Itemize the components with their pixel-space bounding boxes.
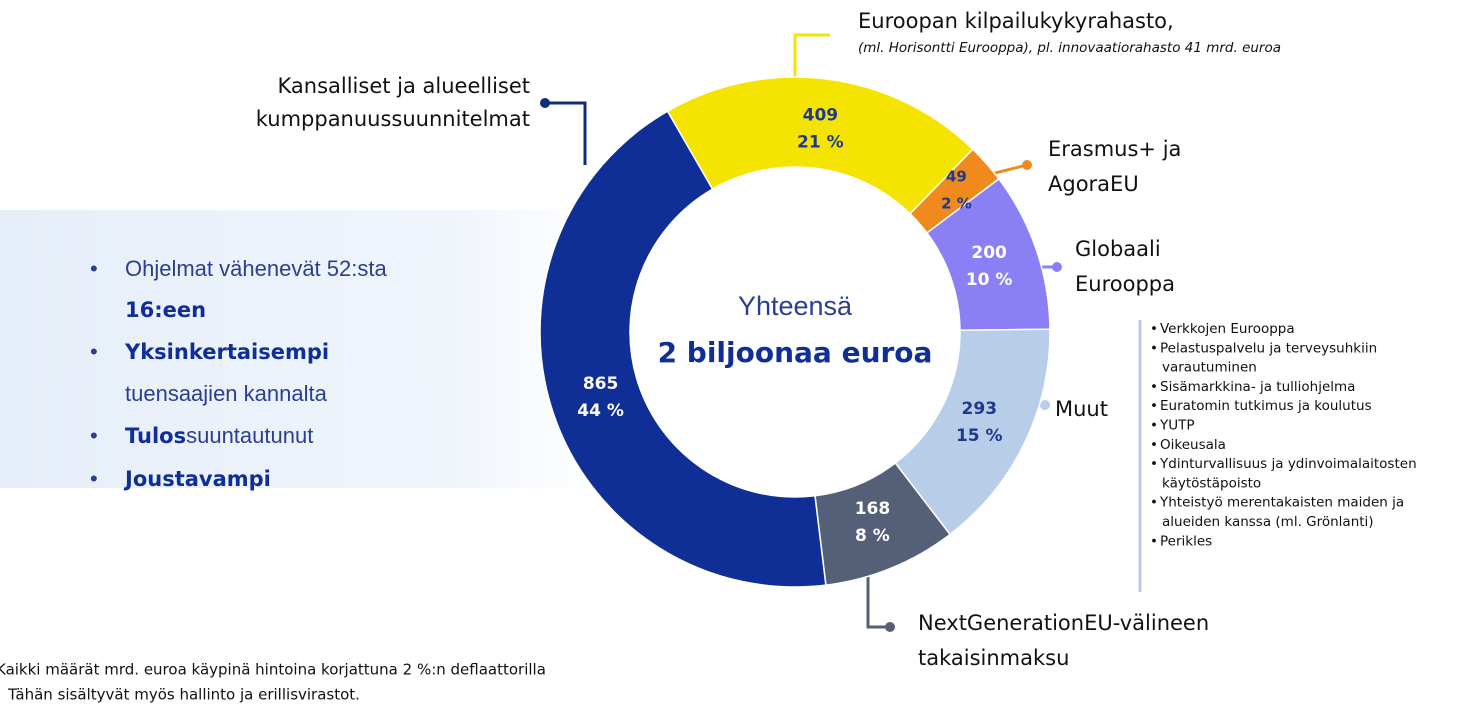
category-note: (ml. Horisontti Eurooppa), pl. innovaati… [858, 40, 1281, 56]
list-bullet: • [1150, 340, 1158, 356]
value-label: 409 [803, 106, 839, 126]
leader-line [545, 101, 587, 165]
donut-segment [539, 110, 827, 588]
value-label: 293 [962, 399, 998, 419]
category-label: Erasmus+ ja [1048, 137, 1181, 161]
list-item: YUTP [1159, 418, 1195, 434]
list-item: Oikeusala [1160, 437, 1226, 453]
leader-dot [1040, 400, 1050, 410]
bullet: • [90, 339, 98, 364]
category-label: Euroopan kilpailukykyrahasto, [858, 9, 1174, 33]
bullet-list: • Ohjelmat vähenevät 52:sta 16:een • Yksinke… [90, 256, 387, 491]
bullet-text: Yksinkertaisempi [124, 340, 329, 364]
bullet-text: 16:een [125, 298, 206, 322]
list-item: Ydinturvallisuus ja ydinvoimalaitosten [1159, 456, 1417, 472]
bullet-text: Tulossuuntautunut [125, 423, 313, 448]
leader-dot [1022, 160, 1032, 170]
list-bullet: • [1150, 379, 1158, 395]
bullet: • [90, 256, 98, 281]
center-total: 2 biljoonaa euroa [658, 336, 933, 369]
other-list: • Verkkojen Eurooppa• Pelastuspalvelu ja t… [1150, 321, 1417, 549]
category-label: Eurooppa [1075, 272, 1175, 296]
list-item: Pelastuspalvelu ja terveysuhkiin [1160, 340, 1377, 356]
bullet: • [90, 466, 98, 491]
info-box [0, 210, 600, 488]
leader-line [866, 570, 890, 629]
percentage-label: 44 % [577, 401, 624, 421]
list-bullet: • [1150, 456, 1158, 472]
list-item: Sisämarkkina- ja tulliohjelma [1160, 379, 1355, 395]
list-item: Perikles [1160, 533, 1212, 549]
leader-dot [540, 98, 550, 108]
list-item: alueiden kanssa (ml. Grönlanti) [1162, 514, 1374, 530]
bullet-text-part: 16:een [125, 298, 206, 322]
percentage-label: 21 % [797, 133, 844, 153]
list-bullet: • [1150, 437, 1158, 453]
list-item: Yhteistyö merentakaisten maiden ja [1159, 495, 1404, 511]
list-item: varautuminen [1162, 360, 1257, 376]
donut-segment [666, 76, 974, 215]
bullet-text-part: Joustavampi [123, 467, 271, 491]
category-label: Kansalliset ja alueelliset [278, 74, 531, 98]
list-item: Verkkojen Eurooppa [1160, 321, 1295, 337]
leader-dot [1052, 262, 1062, 272]
category-label: AgoraEU [1048, 172, 1139, 196]
bullet-text-part: suuntautunut [186, 423, 313, 448]
bullet-text-part: Yksinkertaisempi [124, 340, 329, 364]
category-label: takaisinmaksu [918, 646, 1069, 670]
list-item: Euratomin tutkimus ja koulutus [1160, 398, 1372, 414]
category-label: kumppanuussuunnitelmat [256, 107, 530, 131]
bullet: • [90, 423, 98, 448]
value-label: 865 [583, 374, 619, 394]
list-bullet: • [1150, 495, 1158, 511]
value-label: 49 [946, 167, 967, 185]
leader-line [793, 33, 830, 80]
footnote: Kaikki määrät mrd. euroa käypinä hintoin… [0, 661, 546, 679]
category-label: Globaali [1075, 237, 1161, 261]
list-bullet: • [1150, 398, 1158, 414]
bullet-text-part: Ohjelmat vähenevät 52:sta [125, 256, 387, 281]
bullet-text: Ohjelmat vähenevät 52:sta [125, 256, 387, 281]
bullet-text-part: Tulos [125, 424, 186, 448]
list-bullet: • [1150, 533, 1158, 549]
value-label: 200 [971, 243, 1007, 263]
list-bullet: • [1150, 418, 1158, 434]
category-label: Muut [1055, 397, 1108, 421]
center-label: Yhteensä [738, 291, 853, 321]
footnote: Tähän sisältyvät myös hallinto ja erilli… [7, 686, 360, 704]
bullet-text-part: tuensaajien kannalta [125, 381, 328, 406]
percentage-label: 10 % [966, 270, 1013, 290]
category-label: NextGenerationEU-välineen [918, 611, 1209, 635]
percentage-label: 2 % [941, 194, 972, 212]
bullet-text: Joustavampi [123, 467, 271, 491]
bullet-text: tuensaajien kannalta [125, 381, 328, 406]
leader-dot [885, 622, 895, 632]
percentage-label: 8 % [855, 526, 890, 546]
list-bullet: • [1150, 321, 1158, 337]
percentage-label: 15 % [956, 426, 1003, 446]
list-item: käytöstäpoisto [1162, 475, 1261, 491]
value-label: 168 [855, 499, 891, 519]
